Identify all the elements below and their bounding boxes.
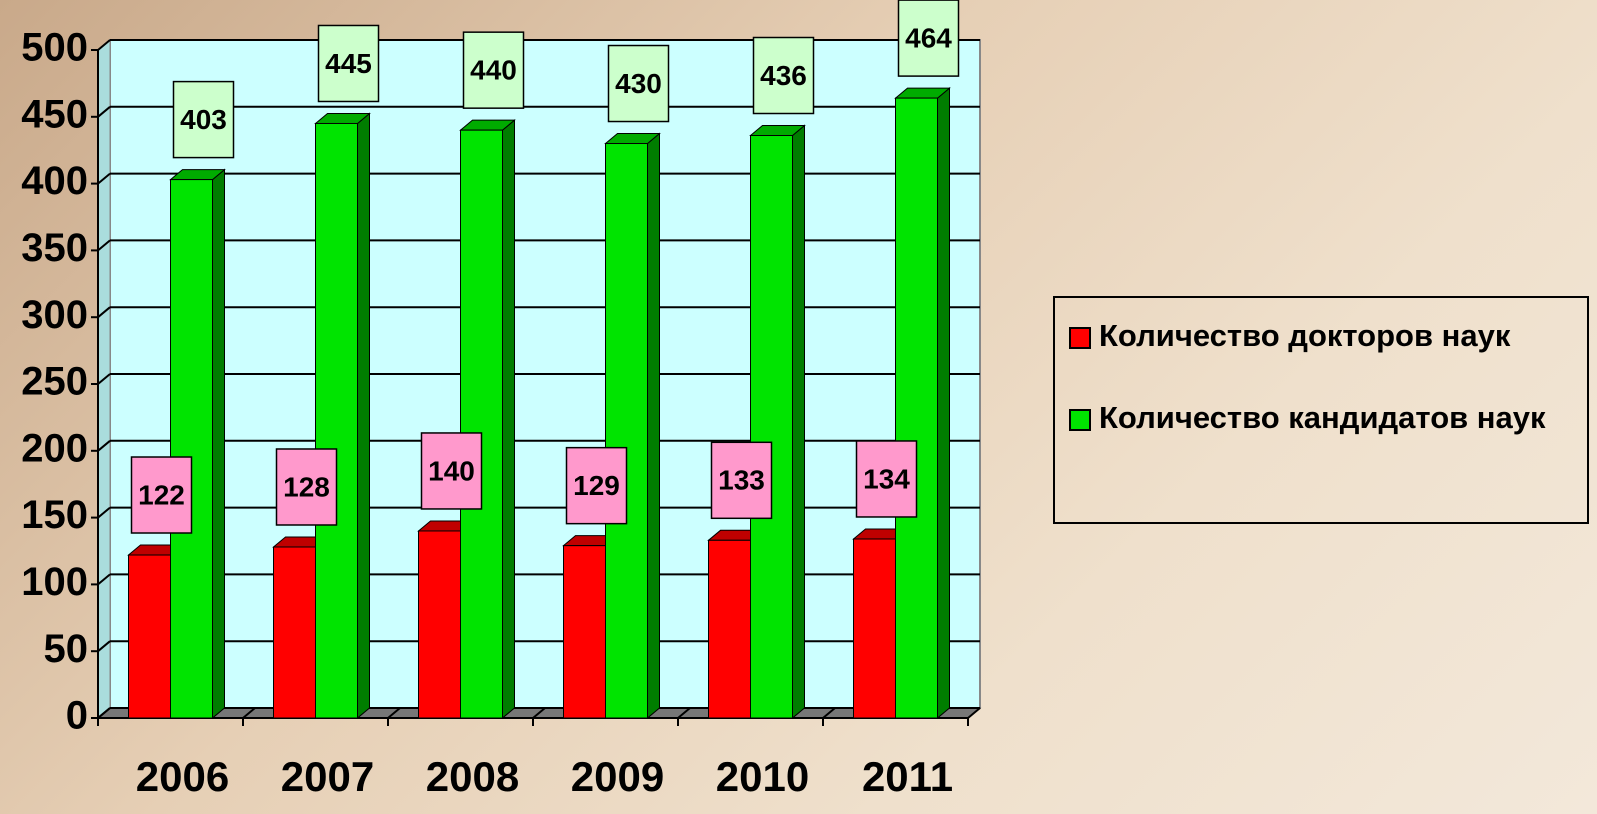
value-label-box	[565, 446, 628, 525]
legend-swatch	[1069, 409, 1091, 431]
y-tick-label: 200	[21, 426, 88, 470]
legend-entry: Количество докторов наук	[1065, 316, 1577, 356]
bar-group	[459, 119, 516, 720]
value-label-box	[130, 456, 193, 534]
y-tick-label: 500	[21, 26, 88, 70]
value-label: 128	[283, 471, 330, 502]
x-tick-label: 2008	[426, 753, 519, 800]
floor-edge	[967, 707, 981, 719]
bar	[418, 530, 461, 719]
x-tick-label: 2011	[862, 753, 953, 800]
bar	[563, 545, 606, 719]
legend-swatch	[1069, 327, 1091, 349]
bar	[460, 129, 503, 719]
grid-line-side	[97, 239, 111, 252]
bar-group	[169, 168, 226, 720]
grid-line-side	[97, 106, 111, 118]
grid-line-side	[97, 373, 111, 385]
y-tick-label: 300	[21, 293, 88, 337]
value-label-box	[855, 440, 918, 518]
x-tick-label: 2006	[136, 753, 229, 800]
y-tick-label: 450	[21, 92, 88, 136]
value-label: 129	[573, 470, 620, 501]
legend-entry: Количество кандидатов наук	[1065, 398, 1577, 438]
value-label-box	[317, 24, 380, 103]
floor-edge	[387, 707, 401, 719]
bar	[273, 546, 316, 719]
x-tick-label: 2009	[571, 753, 664, 800]
bar	[708, 539, 751, 719]
bar	[853, 538, 896, 719]
bar	[895, 97, 938, 719]
value-label-box	[710, 441, 773, 520]
bar-group	[894, 87, 951, 720]
value-label-box	[752, 36, 815, 115]
y-tick-label: 400	[21, 159, 88, 203]
value-label: 140	[428, 455, 475, 486]
value-label: 430	[615, 68, 662, 99]
value-label: 122	[138, 479, 185, 510]
value-label: 445	[325, 48, 372, 79]
value-label: 134	[863, 463, 910, 494]
x-tick-label: 2007	[281, 753, 374, 800]
chart: 0 50 100 150 200 250 300 350 400 450 500 2006 2007 20…	[21, 0, 982, 800]
grid-line-side	[97, 506, 111, 519]
floor-edge	[677, 707, 691, 719]
grid-line-side	[97, 39, 111, 51]
legend-label: Количество докторов наук	[1099, 318, 1511, 353]
bar	[315, 122, 358, 719]
floor-edge	[532, 707, 546, 719]
bar	[170, 179, 213, 719]
floor-edge	[97, 707, 111, 719]
bar-side	[212, 168, 225, 720]
bar-group	[749, 124, 806, 720]
floor-edge	[822, 707, 836, 719]
grid-line-side	[97, 640, 111, 652]
value-label-box	[275, 448, 338, 526]
bar	[750, 135, 793, 719]
value-label-box	[607, 44, 670, 123]
bar-group	[604, 132, 661, 720]
value-label: 440	[470, 55, 517, 86]
floor-edge	[242, 707, 256, 719]
bar-side	[647, 132, 660, 720]
value-label: 403	[180, 104, 227, 135]
grid-line-side	[97, 440, 111, 452]
y-tick-label: 50	[44, 627, 89, 671]
value-label-box	[462, 31, 525, 109]
bar	[128, 554, 171, 719]
y-tick-label: 350	[21, 226, 88, 270]
value-label-box	[172, 80, 235, 159]
value-label-box	[420, 432, 483, 510]
value-label: 133	[718, 465, 765, 496]
bar-side	[357, 112, 370, 720]
grid-line-side	[97, 306, 111, 318]
bar-side	[937, 87, 950, 720]
grid-line-side	[97, 172, 111, 185]
x-tick-label: 2010	[716, 753, 809, 800]
legend-label: Количество кандидатов наук	[1099, 400, 1546, 435]
y-tick-label: 100	[21, 560, 88, 604]
y-tick-label: 0	[66, 694, 88, 738]
value-label-box	[897, 0, 960, 77]
grid-line-side	[97, 573, 111, 586]
y-tick-label: 250	[21, 360, 88, 404]
y-tick-label: 150	[21, 493, 88, 537]
value-label: 436	[760, 60, 807, 91]
bar-side	[792, 124, 805, 720]
bar-side	[502, 119, 515, 720]
legend: Количество докторов наук Количество канди…	[1053, 296, 1589, 524]
value-label: 464	[905, 22, 952, 53]
bar	[605, 143, 648, 719]
bar-group	[314, 112, 371, 720]
